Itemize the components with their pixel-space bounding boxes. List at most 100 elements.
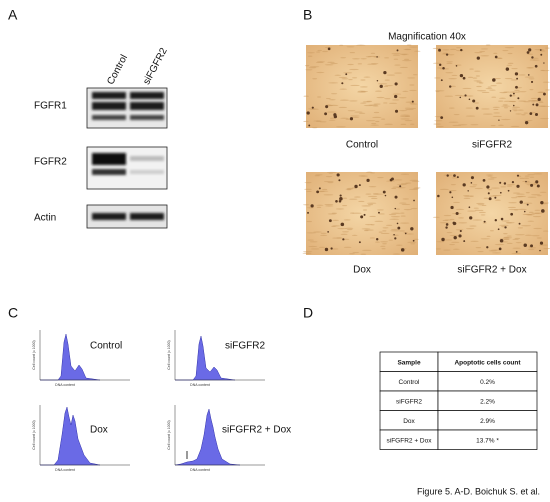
dead-cell	[498, 119, 500, 121]
cell-texture	[328, 172, 334, 174]
cell-texture	[453, 113, 460, 116]
dead-cell	[442, 66, 445, 70]
cell-texture	[451, 74, 458, 77]
cell-texture	[343, 72, 353, 74]
table: Sample Apoptotic cells count Control 0.2% si…	[379, 351, 538, 450]
dead-cell	[509, 110, 512, 112]
cell-texture	[409, 103, 418, 105]
cell-texture	[326, 111, 337, 113]
cell-texture	[400, 114, 411, 116]
cell-texture	[432, 62, 441, 64]
cell-texture	[407, 241, 417, 243]
dead-cell	[487, 192, 490, 195]
row-label: FGFR2	[34, 157, 67, 168]
cell-texture	[377, 83, 388, 85]
cell-texture	[477, 250, 484, 253]
cell-texture	[377, 176, 384, 179]
cell-texture	[527, 248, 535, 251]
cell-texture	[476, 90, 487, 92]
axis-label: Cell count (x 1000)	[32, 420, 36, 449]
panel-letter: A	[8, 7, 18, 23]
dead-cell	[534, 64, 538, 68]
dead-cell	[492, 78, 496, 82]
dead-cell	[468, 206, 471, 209]
cell-texture	[532, 215, 542, 218]
cell-texture	[346, 228, 353, 231]
cell-texture	[475, 75, 480, 77]
cell-texture	[338, 106, 348, 109]
cell-texture	[361, 228, 371, 230]
cell-texture	[527, 99, 537, 102]
cell-texture	[446, 61, 453, 63]
cell-texture	[517, 227, 524, 229]
cell-texture	[345, 227, 354, 229]
cell-texture	[309, 66, 320, 68]
table-text: siFGFR2	[396, 398, 422, 405]
cell-texture	[357, 91, 366, 93]
cell-texture	[469, 225, 477, 227]
cell-texture	[400, 215, 406, 217]
blot	[86, 87, 168, 129]
dead-cell	[459, 73, 464, 78]
dead-cell	[341, 82, 344, 85]
micrograph	[302, 171, 421, 255]
cell-texture	[384, 57, 389, 59]
cell-texture	[503, 91, 510, 93]
dead-cell	[509, 94, 512, 97]
cell-texture	[375, 241, 380, 243]
cell-texture	[352, 58, 361, 60]
dead-cell	[460, 48, 463, 52]
cell-texture	[542, 81, 550, 83]
cell-texture	[389, 218, 400, 220]
cell-texture	[409, 102, 415, 104]
cell-texture	[328, 82, 339, 84]
cell-texture	[396, 184, 407, 186]
dead-cell	[306, 111, 310, 115]
cell-texture	[499, 224, 509, 226]
cell-texture	[506, 184, 516, 186]
dead-cell	[539, 249, 541, 252]
dead-cell	[529, 112, 533, 115]
cell-texture	[386, 224, 393, 226]
cell-texture	[312, 78, 318, 80]
cell-texture	[538, 101, 544, 103]
cell-texture	[365, 193, 372, 195]
cell-texture	[362, 209, 368, 211]
cell-texture	[394, 208, 400, 210]
axis-label: Cell count (x 1000)	[32, 340, 36, 369]
cell-texture	[357, 63, 363, 65]
dead-cell	[488, 197, 492, 201]
cell-texture	[360, 79, 366, 81]
cell-texture	[521, 225, 531, 227]
table-text: 2.9%	[480, 418, 495, 425]
cell-texture	[493, 77, 502, 80]
cell-texture	[476, 202, 485, 205]
cell-texture	[400, 123, 407, 125]
dead-cell	[360, 215, 364, 219]
dead-cell	[530, 80, 534, 84]
cell-texture	[373, 103, 381, 105]
cell-texture	[545, 89, 550, 91]
cell-texture	[442, 49, 450, 51]
cell-texture	[410, 123, 415, 125]
cell-texture	[473, 80, 482, 82]
cell-texture	[452, 124, 462, 127]
cell-texture	[388, 102, 398, 104]
cell-texture	[539, 191, 547, 193]
cell-texture	[332, 219, 339, 221]
cell-texture	[449, 234, 459, 237]
dead-cell	[318, 187, 321, 190]
dead-cell	[539, 49, 542, 51]
cell-texture	[316, 206, 322, 208]
cell-texture	[364, 224, 373, 226]
cell-texture	[511, 91, 520, 93]
cell-texture	[435, 248, 442, 250]
cell-texture	[448, 107, 455, 109]
dead-cell	[455, 211, 459, 216]
cell-texture	[506, 185, 513, 187]
dead-cell	[519, 200, 523, 204]
dead-cell	[449, 191, 452, 194]
cell-texture	[340, 57, 347, 59]
dead-cell	[333, 114, 338, 119]
cell-texture	[517, 208, 528, 210]
